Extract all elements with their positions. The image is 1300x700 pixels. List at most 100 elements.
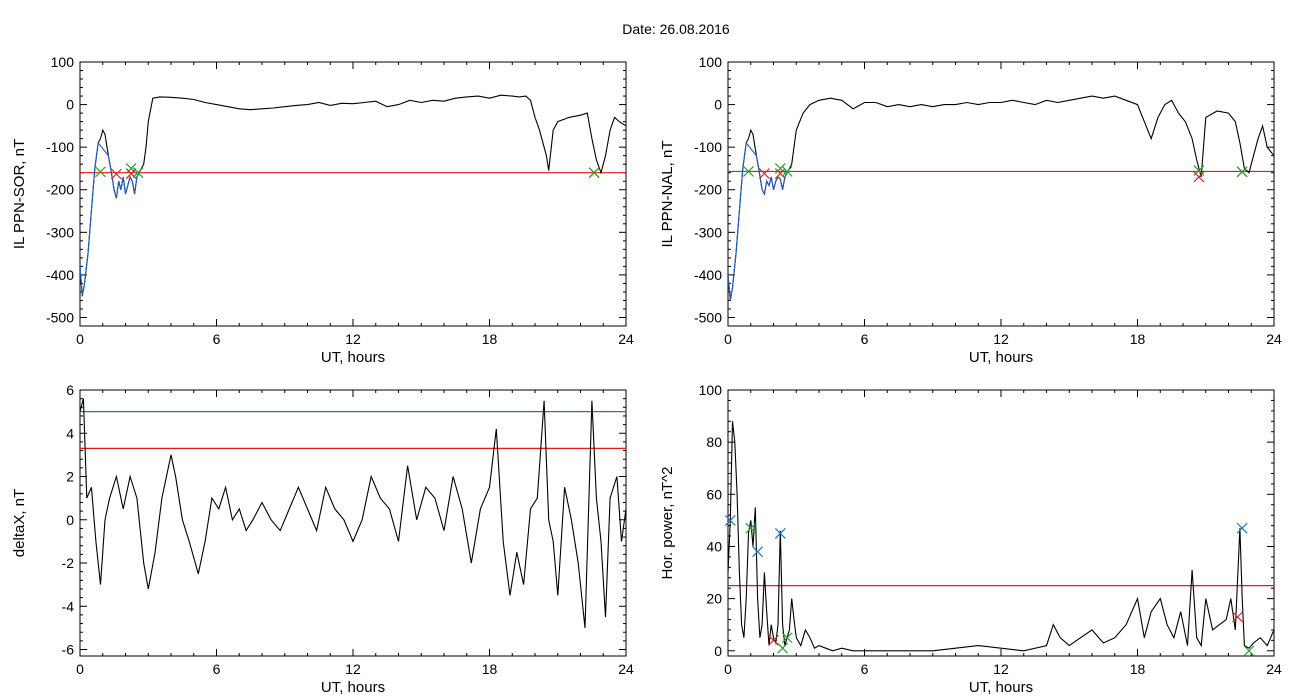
y-tick-label: -100 — [694, 139, 722, 155]
x-tick-label: 24 — [1266, 661, 1282, 677]
series-line — [80, 398, 626, 628]
marker-stroke — [774, 163, 786, 174]
marker-stroke — [745, 522, 757, 534]
y-tick-label: -100 — [46, 139, 74, 155]
marker-x — [95, 166, 106, 178]
y-tick-label: -400 — [694, 267, 722, 283]
marker-stroke — [1193, 165, 1205, 177]
y-tick-label: 0 — [714, 97, 722, 113]
marker-stroke — [781, 632, 793, 644]
series-line — [728, 421, 1274, 652]
marker-stroke — [1236, 522, 1248, 534]
marker-x — [110, 168, 122, 180]
y-tick-label: -300 — [694, 224, 722, 240]
panel-il-ppn-nal: 0 6 12 18 24 100 0 -100 -200 -300 -400 -500 UT, hour… — [659, 54, 1282, 366]
marker-x — [774, 168, 786, 179]
x-tick-label: 18 — [482, 661, 498, 677]
y-tick-label: -4 — [62, 598, 75, 614]
marker-stroke — [758, 168, 770, 179]
y-tick-label: 20 — [706, 591, 722, 607]
figure-title: Date: 26.08.2016 — [622, 21, 730, 37]
y-tick-label: -300 — [46, 224, 74, 240]
x-tick-label: 24 — [618, 661, 634, 677]
y-tick-label: 100 — [699, 54, 723, 70]
y-tick-label: 0 — [714, 643, 722, 659]
series-line — [80, 141, 142, 297]
marker-x — [724, 514, 736, 526]
x-tick-label: 0 — [76, 661, 84, 677]
marker-x — [774, 528, 786, 539]
y-axis-label: deltaX, nT — [11, 489, 28, 557]
series-line — [728, 95, 1274, 301]
y-axis-label: IL PPN-NAL, nT — [659, 141, 676, 248]
marker-x — [132, 167, 144, 179]
marker-x — [777, 642, 789, 654]
marker-stroke — [768, 634, 779, 646]
marker-stroke — [1236, 166, 1248, 178]
panel-deltax: 0 6 12 18 24 6 4 2 0 -2 -4 -6 UT, hours deltaX, nT — [11, 382, 634, 696]
x-axis-label: UT, hours — [321, 679, 385, 696]
marker-x — [768, 634, 779, 646]
x-axis-label: UT, hours — [969, 349, 1033, 366]
y-tick-label: -400 — [46, 267, 74, 283]
y-axis-label: Hor. power, nT^2 — [659, 467, 676, 580]
x-tick-label: 0 — [724, 331, 732, 347]
plot-frame — [727, 389, 1275, 657]
marker-stroke — [724, 514, 736, 526]
x-tick-label: 12 — [993, 661, 1009, 677]
x-tick-label: 12 — [345, 661, 361, 677]
marker-stroke — [132, 167, 144, 179]
marker-x — [588, 167, 600, 179]
y-tick-label: 100 — [699, 382, 723, 398]
x-tick-label: 6 — [861, 661, 869, 677]
y-tick-label: 2 — [66, 469, 74, 485]
marker-x — [752, 546, 763, 558]
marker-stroke — [774, 168, 786, 179]
marker-x — [774, 163, 786, 174]
marker-stroke — [774, 528, 786, 539]
x-tick-label: 18 — [482, 331, 498, 347]
marker-stroke — [588, 167, 600, 179]
x-tick-label: 24 — [618, 331, 634, 347]
series-line — [728, 141, 790, 301]
x-tick-label: 24 — [1266, 331, 1282, 347]
y-tick-label: 100 — [51, 54, 75, 70]
marker-stroke — [1243, 645, 1255, 657]
x-tick-label: 0 — [724, 661, 732, 677]
y-axis-label: IL PPN-SOR, nT — [11, 139, 28, 249]
y-tick-label: -500 — [46, 309, 74, 325]
y-tick-label: -500 — [694, 309, 722, 325]
marker-x — [758, 168, 770, 179]
plot-frame — [79, 389, 627, 657]
marker-stroke — [752, 546, 763, 558]
marker-stroke — [1232, 611, 1244, 623]
marker-x — [1193, 165, 1205, 177]
marker-stroke — [125, 168, 137, 179]
x-tick-label: 6 — [861, 331, 869, 347]
y-tick-label: -2 — [62, 555, 75, 571]
y-tick-label: -200 — [694, 182, 722, 198]
y-tick-label: 0 — [66, 97, 74, 113]
y-tick-label: -200 — [46, 182, 74, 198]
marker-x — [745, 522, 757, 534]
marker-x — [1236, 166, 1248, 178]
plot-frame — [727, 61, 1275, 327]
x-axis-label: UT, hours — [321, 349, 385, 366]
marker-x — [1243, 645, 1255, 657]
y-tick-label: -6 — [62, 642, 75, 658]
marker-x — [781, 632, 793, 644]
x-tick-label: 0 — [76, 331, 84, 347]
marker-stroke — [110, 168, 122, 180]
marker-stroke — [743, 166, 754, 177]
x-tick-label: 18 — [1130, 331, 1146, 347]
marker-x — [1236, 522, 1248, 534]
x-tick-label: 18 — [1130, 661, 1146, 677]
y-tick-label: 80 — [706, 434, 722, 450]
panel-hor-power: 0 6 12 18 24 100 80 60 40 20 0 UT, hours Hor. power,… — [659, 382, 1282, 696]
marker-stroke — [95, 166, 106, 178]
y-tick-label: 60 — [706, 486, 722, 502]
x-axis-label: UT, hours — [969, 679, 1033, 696]
y-tick-label: 6 — [66, 382, 74, 398]
x-tick-label: 6 — [213, 331, 221, 347]
